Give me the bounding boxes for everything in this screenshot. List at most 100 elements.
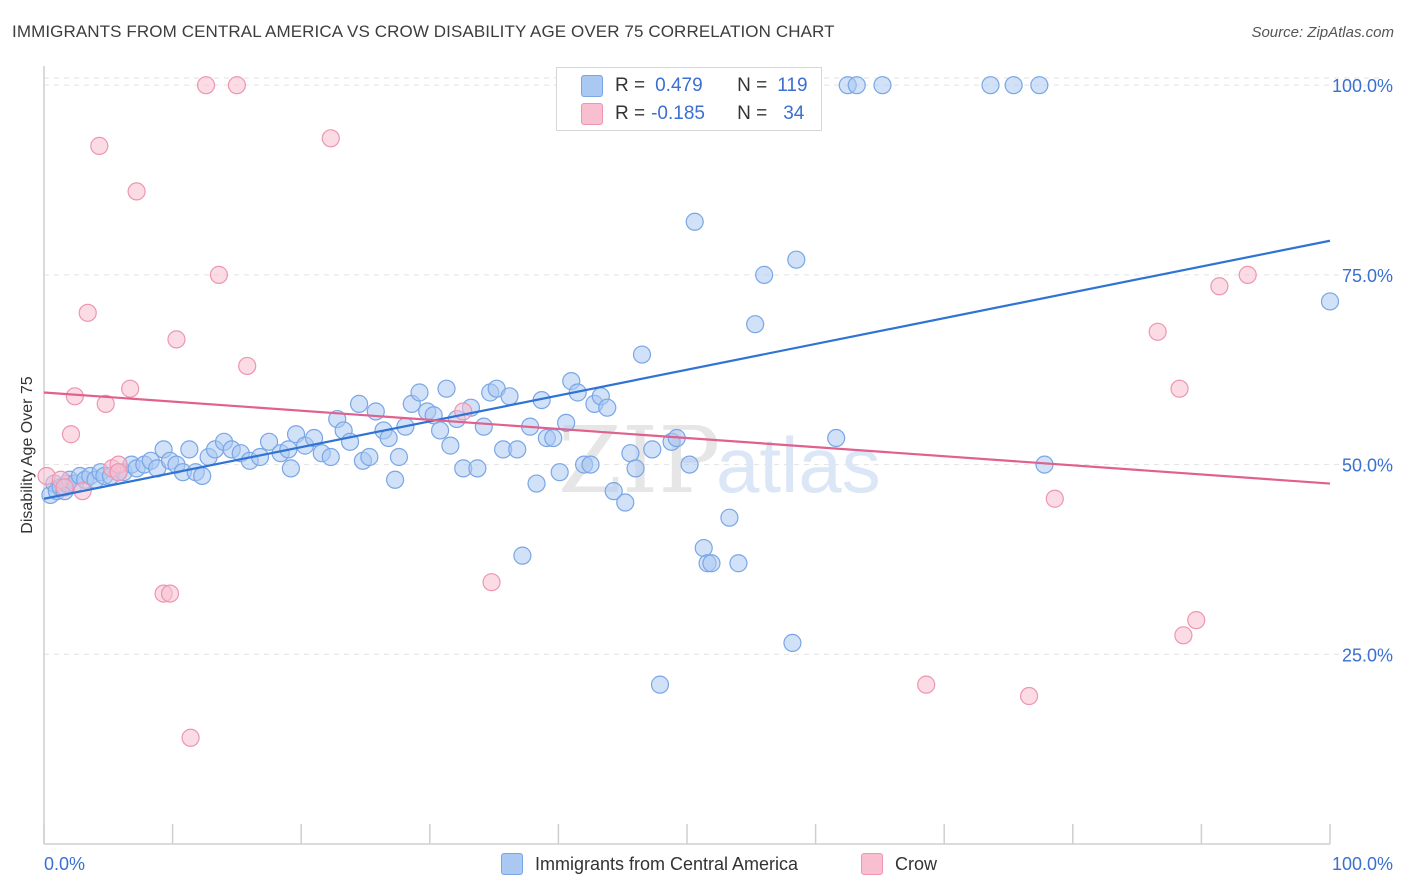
y-tick-label: 25.0%: [1342, 645, 1393, 665]
data-point: [827, 428, 846, 448]
data-point: [787, 250, 806, 269]
legend-n-value: 34: [783, 103, 805, 124]
data-point: [604, 482, 623, 501]
tick-labels: 25.0% 50.0% 75.0% 100.0% 0.0% 100.0%: [44, 76, 1393, 874]
data-point: [90, 136, 109, 155]
legend-swatch-blue: [501, 853, 523, 875]
data-point: [304, 428, 324, 448]
data-point: [209, 265, 228, 284]
watermark: ZIP atlas: [558, 407, 881, 514]
data-point: [650, 675, 670, 694]
data-point: [1187, 611, 1206, 630]
data-point: [167, 330, 186, 349]
data-point: [96, 394, 115, 413]
data-point: [321, 447, 340, 467]
data-point: [621, 444, 640, 463]
data-point: [500, 387, 519, 406]
data-point: [385, 470, 405, 489]
data-point: [121, 379, 140, 398]
data-point: [527, 474, 546, 493]
data-point: [643, 440, 662, 459]
data-point: [513, 546, 532, 565]
data-point: [981, 76, 1000, 95]
data-point: [196, 76, 216, 95]
legend-n-label: N =: [737, 103, 768, 124]
correlation-legend: R = 0.479 N = 119 R = -0.185 N = 34: [556, 67, 822, 131]
legend-r-value: -0.185: [651, 103, 705, 124]
data-point: [360, 447, 379, 467]
data-point: [127, 182, 146, 201]
legend-item-immigrants: Immigrants from Central America: [501, 853, 798, 875]
data-point: [1148, 322, 1167, 341]
data-point: [55, 478, 74, 497]
trend-line: [43, 239, 1331, 500]
data-point: [441, 436, 460, 455]
y-tick-label: 50.0%: [1342, 456, 1393, 476]
legend-swatch-pink: [861, 853, 883, 875]
y-tick-label: 75.0%: [1342, 266, 1393, 286]
data-point: [227, 76, 246, 95]
data-point: [1320, 292, 1340, 311]
legend-item-crow: Crow: [861, 853, 937, 875]
data-point: [180, 440, 199, 459]
series-legend: Immigrants from Central America Crow: [0, 851, 1406, 877]
data-point: [1210, 277, 1229, 296]
data-point: [598, 398, 617, 417]
x-tick-label: 0.0%: [44, 854, 85, 874]
data-point: [321, 129, 340, 148]
data-point: [783, 633, 802, 653]
data-point: [1174, 626, 1193, 645]
data-point: [61, 425, 81, 444]
legend-r-label: R =: [615, 75, 646, 96]
data-point: [685, 212, 704, 231]
y-tick-label: 100.0%: [1332, 76, 1393, 96]
legend-r-label: R =: [615, 103, 646, 124]
legend-n-label: N =: [737, 75, 768, 96]
data-point: [78, 303, 97, 322]
data-point: [720, 508, 739, 527]
data-point: [181, 728, 200, 747]
data-point: [389, 447, 409, 467]
data-point: [847, 76, 866, 95]
chart-title: IMMIGRANTS FROM CENTRAL AMERICA VS CROW …: [12, 22, 835, 41]
data-point: [160, 584, 180, 603]
data-point: [557, 413, 576, 432]
legend-swatch-blue: [581, 75, 603, 97]
data-point: [626, 459, 645, 478]
data-point: [1170, 379, 1189, 398]
data-point: [755, 265, 774, 284]
data-point: [193, 466, 212, 486]
source-label: Source: ZipAtlas.com: [1251, 24, 1394, 41]
data-point: [1019, 686, 1039, 706]
data-point: [437, 379, 456, 398]
data-point: [616, 493, 635, 512]
data-point: [508, 440, 527, 459]
series-immigrants-points: [41, 76, 1340, 694]
data-point: [349, 394, 369, 413]
data-point: [430, 421, 450, 440]
data-point: [1004, 76, 1023, 95]
legend-swatch-pink: [581, 103, 603, 125]
legend-row-immigrants: R = 0.479 N = 119: [581, 74, 808, 98]
axes: [43, 66, 1331, 845]
data-point: [550, 463, 569, 482]
data-point: [702, 554, 721, 573]
data-point: [482, 573, 501, 592]
data-point: [474, 417, 493, 436]
data-point: [454, 402, 473, 421]
legend-r-value: 0.479: [655, 75, 703, 96]
data-point: [694, 538, 713, 558]
trend-line: [43, 391, 1331, 485]
data-point: [581, 455, 600, 474]
data-point: [65, 387, 84, 406]
data-point: [410, 383, 429, 402]
trend-lines: [43, 239, 1331, 500]
data-point: [873, 76, 892, 95]
data-point: [1238, 265, 1257, 284]
legend-row-crow: R = -0.185 N = 34: [581, 102, 804, 126]
x-tick-label: 100.0%: [1332, 854, 1393, 874]
data-point: [109, 463, 128, 482]
data-point: [259, 432, 279, 451]
legend-label-crow: Crow: [895, 853, 938, 874]
